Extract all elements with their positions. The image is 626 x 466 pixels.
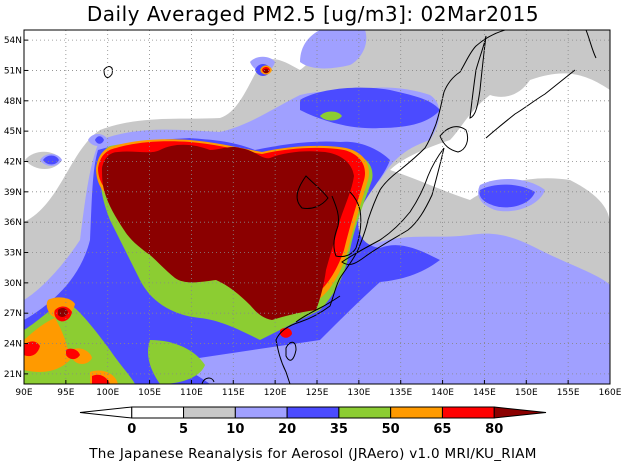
lon-tick-label: 95E <box>57 388 74 398</box>
lat-tick-label: 33N <box>4 249 22 259</box>
lat-tick-label: 36N <box>4 218 22 228</box>
lat-tick-label: 42N <box>4 157 22 167</box>
lon-tick-label: 160E <box>599 388 622 398</box>
colorbar-segment <box>338 406 392 419</box>
colorbar-segment <box>131 406 185 419</box>
colorbar-segment <box>286 406 340 419</box>
map-title: Daily Averaged PM2.5 [ug/m3]: 02Mar2015 <box>86 2 540 26</box>
ryukyu-islands <box>295 295 341 323</box>
lon-tick-label: 130E <box>347 388 370 398</box>
lat-tick-label: 48N <box>4 97 22 107</box>
lat-tick-label: 21N <box>4 370 22 380</box>
data-credit: The Japanese Reanalysis for Aerosol (JRA… <box>89 446 537 462</box>
lon-tick-label: 135E <box>389 388 412 398</box>
colorbar-segment <box>234 406 288 419</box>
lon-tick-label: 120E <box>264 388 287 398</box>
korea-coast <box>331 191 362 258</box>
lat-tick-label: 30N <box>4 279 22 289</box>
colorbar-label: 50 <box>382 422 400 437</box>
colorbar-label: 65 <box>433 422 451 437</box>
colorbar-label: 0 <box>127 422 136 437</box>
bohai-coast <box>296 175 329 209</box>
lon-tick-label: 115E <box>222 388 245 398</box>
japan-honshu <box>341 147 445 265</box>
japan-hokkaido <box>439 126 469 153</box>
colorbar-label: 20 <box>278 422 296 437</box>
lon-tick-label: 100E <box>96 388 119 398</box>
lat-tick-label: 54N <box>4 36 22 46</box>
colorbar-label: 35 <box>330 422 348 437</box>
hainan <box>201 377 215 384</box>
lon-tick-label: 150E <box>515 388 538 398</box>
lat-tick-label: 39N <box>4 188 22 198</box>
lon-tick-label: 145E <box>473 388 496 398</box>
kamchatka-coast <box>585 30 597 59</box>
lat-tick-label: 24N <box>4 340 22 350</box>
colorbar: 0 5 10 20 35 50 65 80 <box>79 406 547 437</box>
taiwan <box>285 341 297 361</box>
lon-tick-label: 140E <box>431 388 454 398</box>
colorbar-segment <box>493 406 547 419</box>
lon-tick-label: 125E <box>306 388 329 398</box>
asia-coast <box>275 30 506 384</box>
graticule <box>24 30 610 384</box>
colorbar-segment <box>441 406 495 419</box>
lon-tick-label: 105E <box>138 388 161 398</box>
sakhalin <box>469 35 487 119</box>
lon-tick-label: 90E <box>15 388 32 398</box>
kuril-islands <box>485 69 576 139</box>
lat-tick-label: 51N <box>4 66 22 76</box>
colorbar-segment <box>183 406 236 419</box>
colorbar-segment <box>79 406 133 419</box>
axes: 90E 95E 100E 105E 110E 115E 120E 125E 130E 135E 14… <box>4 36 622 398</box>
colorbar-label: 80 <box>485 422 503 437</box>
lon-tick-label: 110E <box>180 388 203 398</box>
lat-tick-label: 45N <box>4 127 22 137</box>
colorbar-segment <box>390 406 443 419</box>
lon-tick-label: 155E <box>557 388 580 398</box>
colorbar-label: 5 <box>179 422 188 437</box>
lat-tick-label: 27N <box>4 309 22 319</box>
colorbar-label: 10 <box>226 422 244 437</box>
